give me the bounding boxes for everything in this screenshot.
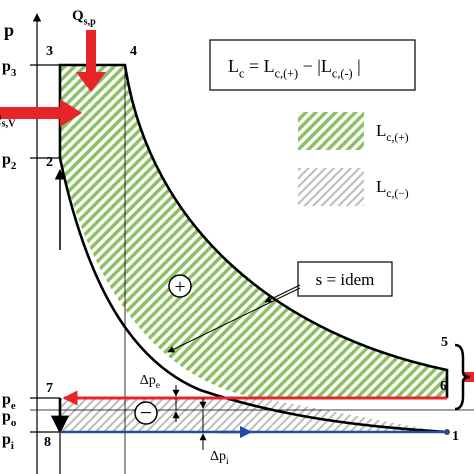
text-main: Q	[72, 8, 84, 24]
heat-arrow-p	[76, 30, 106, 92]
legend-label: Lc,(−)	[376, 177, 409, 200]
point-label: 1	[452, 429, 459, 444]
text-sub: e	[11, 400, 16, 412]
text-main: L	[376, 121, 386, 140]
text-main: Δp	[210, 449, 226, 464]
text-sub: s,p	[84, 17, 97, 28]
legend-swatch	[298, 168, 364, 206]
text-main: Q	[0, 110, 2, 126]
text-main: |	[353, 56, 361, 76]
point-label: 5	[441, 335, 448, 350]
equation-box	[209, 39, 416, 91]
areas	[60, 65, 447, 432]
text-sub: i	[226, 457, 229, 467]
text-main: p	[2, 58, 11, 75]
legend-swatch	[298, 112, 364, 150]
heat-input-label: Qs,V	[0, 110, 16, 130]
callout-arrow	[167, 287, 301, 353]
sign-circle	[168, 274, 192, 298]
pressure-label: p3	[2, 58, 17, 79]
pressure-label: p2	[2, 151, 16, 172]
point-label: 4	[130, 44, 137, 59]
point-marker	[444, 429, 450, 435]
text-sub: c,(+)	[386, 131, 408, 144]
sign: +	[174, 276, 185, 298]
axes	[30, 13, 474, 474]
cycle	[50, 63, 449, 434]
text-main: = L	[244, 56, 274, 76]
sign-circle	[134, 401, 158, 425]
pressure-label: pi	[2, 431, 14, 452]
brace	[454, 343, 471, 411]
text-sub: c,(+)	[275, 66, 299, 80]
pressure-drop-label: Δpe	[140, 373, 160, 391]
point-label: 7	[46, 381, 53, 396]
text-sub: o	[11, 417, 17, 429]
text-sub: c,(-)	[332, 66, 353, 80]
text-sub: e	[156, 381, 160, 391]
point-label: 3	[46, 44, 53, 59]
text-main: L	[376, 177, 386, 196]
text-main: p	[2, 431, 11, 448]
text-main: p	[2, 408, 11, 425]
callout-arrow	[264, 284, 301, 303]
text-sub: 3	[11, 67, 17, 79]
callout-box	[297, 261, 393, 297]
equation: Lc = Lc,(+) − |Lc,(-) |	[228, 56, 361, 80]
text-sub: c,(−)	[386, 187, 408, 200]
cycle-upper	[58, 63, 449, 398]
heat-input-label: Qs,p	[72, 8, 96, 28]
text-sub: c	[239, 66, 245, 80]
text-main: − |L	[298, 56, 332, 76]
pressure-label: pe	[2, 391, 16, 412]
sign: −	[140, 400, 152, 425]
text-sub: 2	[11, 160, 16, 172]
pressure-label: po	[2, 408, 17, 429]
positive-work-area	[60, 65, 447, 398]
text-main: p	[2, 391, 11, 408]
pressure-drop-label: Δpi	[210, 449, 229, 467]
compression-curve	[58, 157, 448, 434]
text-main: p	[2, 151, 11, 168]
text-sub: i	[11, 440, 14, 452]
point-label: 8	[44, 435, 51, 450]
text-main: L	[228, 56, 239, 76]
heat-arrow-v	[0, 99, 82, 127]
text-sub: s,V	[2, 119, 17, 130]
text-main: Δp	[140, 373, 156, 388]
callout: s = idem	[316, 270, 375, 289]
axis-label: p	[4, 20, 14, 40]
legend-label: Lc,(+)	[376, 121, 409, 144]
heat-arrows	[0, 30, 474, 382]
point-label: 2	[46, 155, 53, 170]
point-label: 6	[440, 379, 447, 394]
dimension-marks	[172, 385, 207, 450]
